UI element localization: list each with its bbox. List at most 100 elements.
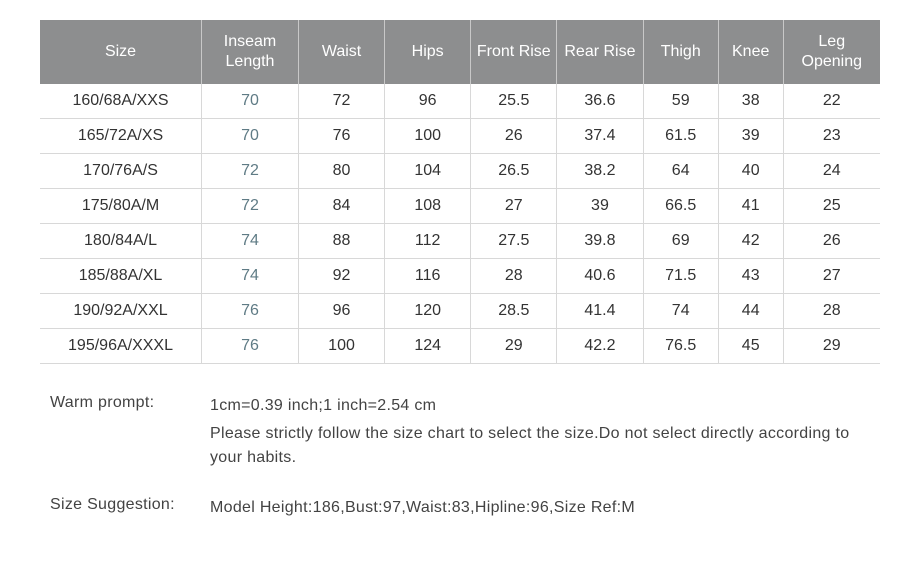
cell-knee: 42 (718, 224, 783, 259)
cell-inseam: 70 (202, 84, 299, 119)
header-hips: Hips (385, 20, 471, 84)
table-row: 180/84A/L748811227.539.8694226 (40, 224, 880, 259)
cell-waist: 84 (298, 189, 384, 224)
cell-size: 175/80A/M (40, 189, 202, 224)
cell-rear: 38.2 (557, 154, 643, 189)
cell-rear: 41.4 (557, 294, 643, 329)
cell-hips: 96 (385, 84, 471, 119)
cell-leg: 29 (783, 329, 880, 364)
cell-knee: 38 (718, 84, 783, 119)
cell-inseam: 72 (202, 154, 299, 189)
cell-leg: 23 (783, 119, 880, 154)
cell-front: 26 (471, 119, 557, 154)
cell-inseam: 72 (202, 189, 299, 224)
cell-size: 180/84A/L (40, 224, 202, 259)
header-waist: Waist (298, 20, 384, 84)
table-row: 195/96A/XXXL761001242942.276.54529 (40, 329, 880, 364)
cell-leg: 25 (783, 189, 880, 224)
cell-thigh: 76.5 (643, 329, 718, 364)
cell-size: 195/96A/XXXL (40, 329, 202, 364)
header-size: Size (40, 20, 202, 84)
cell-inseam: 76 (202, 294, 299, 329)
header-knee: Knee (718, 20, 783, 84)
cell-waist: 76 (298, 119, 384, 154)
cell-knee: 44 (718, 294, 783, 329)
cell-knee: 39 (718, 119, 783, 154)
cell-size: 165/72A/XS (40, 119, 202, 154)
warm-prompt-row: Warm prompt: 1cm=0.39 inch;1 inch=2.54 c… (50, 394, 880, 474)
cell-leg: 27 (783, 259, 880, 294)
table-row: 160/68A/XXS70729625.536.6593822 (40, 84, 880, 119)
cell-rear: 40.6 (557, 259, 643, 294)
cell-rear: 37.4 (557, 119, 643, 154)
cell-waist: 80 (298, 154, 384, 189)
cell-leg: 24 (783, 154, 880, 189)
cell-front: 28 (471, 259, 557, 294)
cell-hips: 108 (385, 189, 471, 224)
cell-waist: 92 (298, 259, 384, 294)
size-suggestion-row: Size Suggestion: Model Height:186,Bust:9… (50, 496, 880, 520)
table-row: 175/80A/M7284108273966.54125 (40, 189, 880, 224)
size-suggestion-label: Size Suggestion: (50, 496, 210, 514)
cell-waist: 96 (298, 294, 384, 329)
cell-hips: 104 (385, 154, 471, 189)
cell-knee: 40 (718, 154, 783, 189)
table-body: 160/68A/XXS70729625.536.6593822165/72A/X… (40, 84, 880, 364)
warm-prompt-text: 1cm=0.39 inch;1 inch=2.54 cm Please stri… (210, 394, 880, 474)
cell-rear: 39 (557, 189, 643, 224)
cell-thigh: 66.5 (643, 189, 718, 224)
header-rear: Rear Rise (557, 20, 643, 84)
cell-thigh: 61.5 (643, 119, 718, 154)
cell-inseam: 74 (202, 259, 299, 294)
table-row: 170/76A/S728010426.538.2644024 (40, 154, 880, 189)
cell-hips: 124 (385, 329, 471, 364)
conversion-line: 1cm=0.39 inch;1 inch=2.54 cm (210, 394, 880, 418)
cell-inseam: 76 (202, 329, 299, 364)
instruction-line: Please strictly follow the size chart to… (210, 422, 880, 470)
cell-hips: 100 (385, 119, 471, 154)
cell-size: 170/76A/S (40, 154, 202, 189)
cell-size: 185/88A/XL (40, 259, 202, 294)
cell-leg: 28 (783, 294, 880, 329)
header-inseam: Inseam Length (202, 20, 299, 84)
cell-knee: 41 (718, 189, 783, 224)
cell-front: 28.5 (471, 294, 557, 329)
warm-prompt-label: Warm prompt: (50, 394, 210, 412)
cell-thigh: 64 (643, 154, 718, 189)
cell-rear: 36.6 (557, 84, 643, 119)
cell-waist: 100 (298, 329, 384, 364)
table-row: 165/72A/XS70761002637.461.53923 (40, 119, 880, 154)
cell-inseam: 70 (202, 119, 299, 154)
table-row: 185/88A/XL74921162840.671.54327 (40, 259, 880, 294)
cell-front: 25.5 (471, 84, 557, 119)
cell-knee: 45 (718, 329, 783, 364)
cell-leg: 26 (783, 224, 880, 259)
info-block: Warm prompt: 1cm=0.39 inch;1 inch=2.54 c… (50, 394, 880, 520)
cell-size: 160/68A/XXS (40, 84, 202, 119)
cell-front: 27 (471, 189, 557, 224)
cell-leg: 22 (783, 84, 880, 119)
cell-thigh: 59 (643, 84, 718, 119)
cell-front: 29 (471, 329, 557, 364)
cell-front: 27.5 (471, 224, 557, 259)
cell-hips: 116 (385, 259, 471, 294)
table-row: 190/92A/XXL769612028.541.4744428 (40, 294, 880, 329)
header-row: Size Inseam Length Waist Hips Front Rise… (40, 20, 880, 84)
header-leg: Leg Opening (783, 20, 880, 84)
header-front: Front Rise (471, 20, 557, 84)
cell-hips: 120 (385, 294, 471, 329)
cell-inseam: 74 (202, 224, 299, 259)
cell-rear: 42.2 (557, 329, 643, 364)
cell-thigh: 69 (643, 224, 718, 259)
cell-thigh: 71.5 (643, 259, 718, 294)
cell-waist: 72 (298, 84, 384, 119)
cell-size: 190/92A/XXL (40, 294, 202, 329)
cell-waist: 88 (298, 224, 384, 259)
cell-hips: 112 (385, 224, 471, 259)
size-suggestion-text: Model Height:186,Bust:97,Waist:83,Hiplin… (210, 496, 880, 520)
header-thigh: Thigh (643, 20, 718, 84)
size-chart-table: Size Inseam Length Waist Hips Front Rise… (40, 20, 880, 364)
cell-front: 26.5 (471, 154, 557, 189)
cell-rear: 39.8 (557, 224, 643, 259)
cell-thigh: 74 (643, 294, 718, 329)
